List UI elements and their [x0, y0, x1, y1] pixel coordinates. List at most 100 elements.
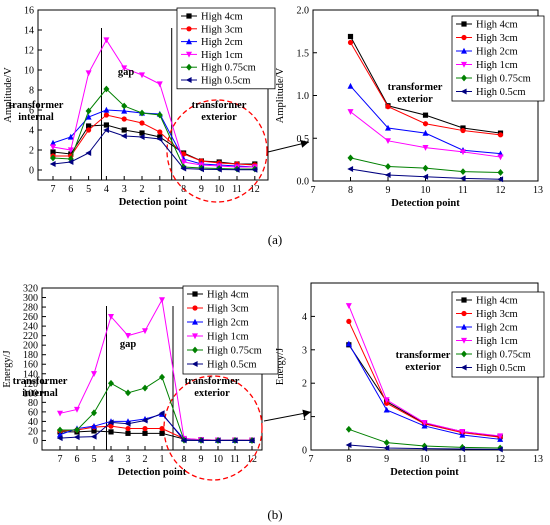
- data-point: [141, 417, 148, 424]
- data-point: [347, 82, 354, 89]
- data-point: [383, 406, 390, 413]
- data-point: [383, 444, 390, 451]
- x-axis-title: Detection point: [119, 197, 188, 208]
- exterior-highlight-ellipse: [166, 99, 268, 203]
- y-tick-label: 300: [23, 293, 38, 304]
- data-point: [139, 109, 145, 117]
- x-axis-title: Detection point: [390, 467, 459, 478]
- x-tick-label: 11: [458, 454, 468, 465]
- y-tick-label: 160: [23, 360, 38, 371]
- data-point: [138, 134, 145, 140]
- y-tick-label: 3: [302, 345, 307, 356]
- data-point: [57, 426, 63, 434]
- data-point: [345, 441, 352, 448]
- data-point: [121, 65, 128, 72]
- series-line: [52, 124, 255, 165]
- data-point: [121, 107, 128, 114]
- legend-label: High 3cm: [201, 24, 243, 35]
- y-tick-label: 8: [29, 86, 34, 97]
- region-label: internal: [18, 112, 54, 123]
- legend-label: High 0.75cm: [476, 74, 531, 85]
- series-line: [52, 88, 255, 170]
- chart-b-left: 0204060801001201401601802002202402602803…: [2, 284, 279, 481]
- legend-label: High 0.75cm: [476, 350, 531, 361]
- legend-label: High 1cm: [201, 50, 243, 61]
- data-point: [346, 318, 352, 325]
- data-point: [180, 159, 187, 166]
- data-point: [233, 166, 240, 173]
- data-point: [108, 313, 114, 320]
- data-point: [91, 422, 97, 429]
- legend-marker: [461, 350, 467, 358]
- data-point: [50, 139, 56, 146]
- legend-marker: [186, 51, 192, 58]
- panel-label-b: (b): [267, 507, 282, 522]
- data-point: [383, 439, 390, 447]
- x-tick-label: 11: [230, 454, 240, 465]
- x-tick-label: 13: [533, 454, 543, 465]
- series-5: [347, 166, 504, 183]
- data-point: [159, 425, 165, 432]
- data-point: [345, 303, 352, 309]
- data-point: [214, 437, 221, 444]
- x-tick-label: 6: [68, 184, 73, 195]
- data-point: [142, 425, 148, 432]
- plot-frame: [37, 9, 269, 181]
- x-tick-label: 9: [384, 454, 389, 465]
- series-5: [49, 127, 258, 173]
- region-label: transformer: [9, 100, 64, 111]
- x-tick-label: 13: [533, 185, 543, 196]
- region-label: exterior: [194, 388, 230, 399]
- data-point: [108, 379, 114, 387]
- legend-marker: [186, 38, 192, 45]
- legend-marker: [186, 13, 192, 19]
- data-point: [383, 397, 390, 404]
- data-point: [139, 130, 145, 136]
- y-tick-label: 320: [23, 284, 38, 295]
- legend-marker: [460, 364, 467, 371]
- y-tick-label: 6: [29, 106, 34, 117]
- y-tick-label: 220: [23, 331, 38, 342]
- legend: High 4cm High 3cm High 2cm High 1cm High 0.7…: [451, 15, 545, 102]
- data-point: [216, 166, 222, 173]
- legend-label: High 4cm: [201, 12, 243, 23]
- data-point: [422, 121, 429, 127]
- data-point: [422, 145, 429, 151]
- data-point: [497, 176, 504, 183]
- legend-marker: [460, 88, 467, 95]
- data-point: [142, 430, 148, 436]
- legend-marker: [461, 310, 467, 317]
- y-tick-label: 0.0: [297, 177, 310, 188]
- region-label: transformer: [192, 100, 247, 111]
- data-point: [103, 37, 110, 44]
- legend-label: High 1cm: [476, 60, 518, 71]
- data-point: [459, 429, 466, 435]
- y-tick-label: 12: [24, 46, 34, 57]
- data-point: [159, 430, 165, 436]
- y-tick-label: 280: [23, 303, 38, 314]
- y-axis-title: Energy/J: [275, 348, 286, 385]
- data-point: [422, 129, 429, 136]
- data-point: [74, 426, 80, 434]
- legend-box: [182, 285, 279, 375]
- y-axis-title: Energy/J: [2, 350, 13, 387]
- data-point: [459, 445, 465, 452]
- data-point: [125, 333, 131, 339]
- data-point: [497, 132, 504, 138]
- data-point: [384, 172, 391, 179]
- x-tick-label: 9: [199, 184, 204, 195]
- legend-marker: [192, 291, 198, 297]
- legend-marker: [192, 305, 198, 311]
- series-4: [347, 154, 504, 176]
- data-point: [157, 129, 163, 135]
- legend-marker: [461, 34, 467, 41]
- y-tick-label: 1: [302, 412, 307, 423]
- data-point: [103, 122, 109, 128]
- data-point: [421, 442, 428, 450]
- y-tick-label: 0: [302, 446, 307, 457]
- y-tick-label: 40: [28, 417, 38, 428]
- zoom-arrow-a-head: [300, 140, 309, 148]
- data-point: [85, 107, 92, 115]
- legend-marker: [185, 77, 192, 83]
